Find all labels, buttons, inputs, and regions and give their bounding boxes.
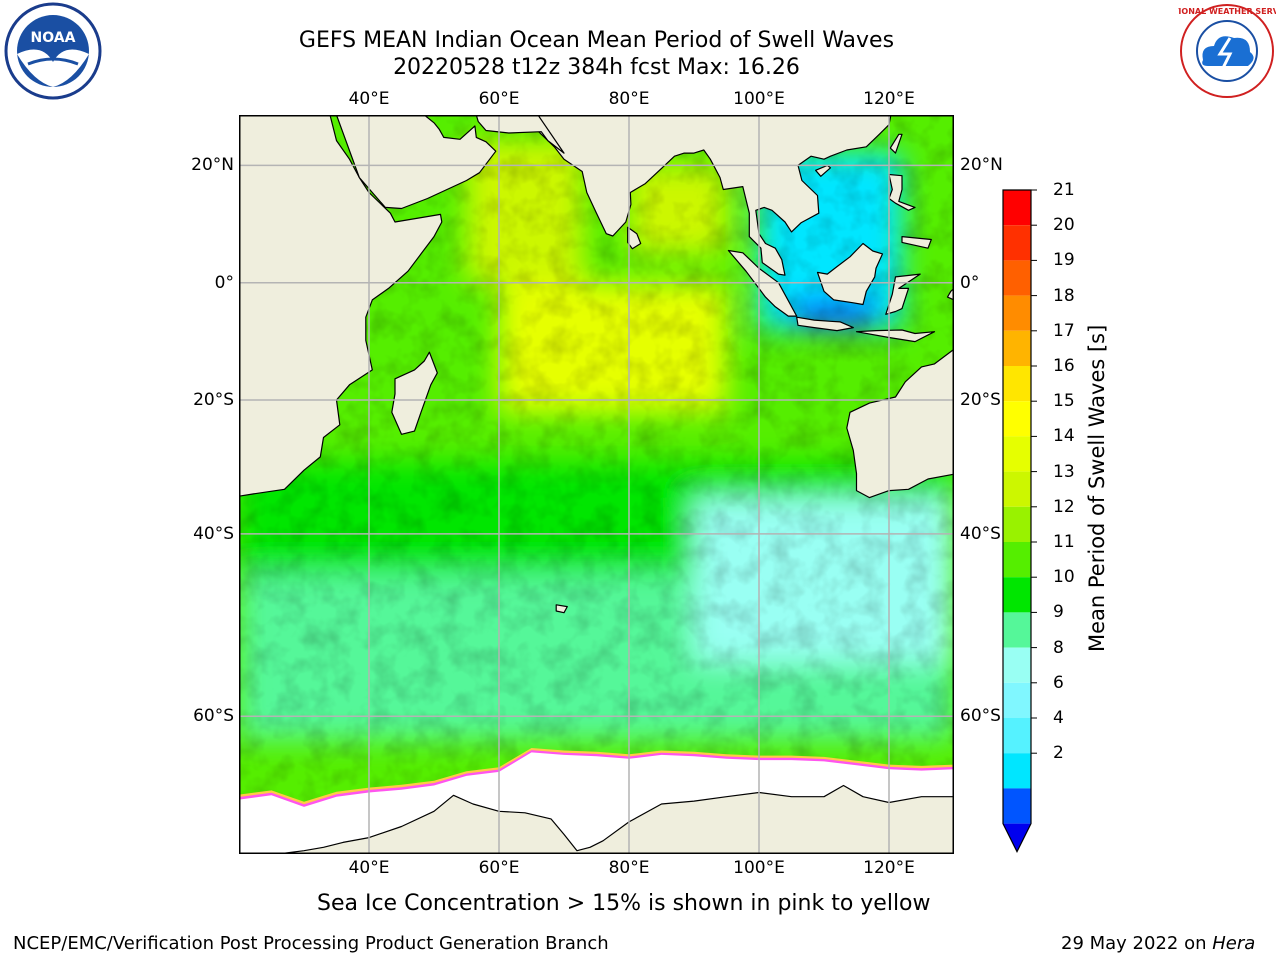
land-new-guinea-west (946, 287, 954, 301)
land-sulawesi (885, 273, 921, 315)
colorbar-tick-label: 14 (1053, 426, 1075, 447)
nws-logo-text: NATIONAL WEATHER SERVICE (1178, 7, 1276, 16)
colorbar-bin (1003, 330, 1031, 366)
colorbar-bin (1003, 612, 1031, 648)
colorbar-tick-label: 19 (1053, 250, 1075, 271)
lon-label-top: 80°E (608, 89, 650, 109)
colorbar-tick-label: 2 (1053, 743, 1064, 764)
colorbar-bin (1003, 436, 1031, 472)
lon-label-top: 100°E (733, 89, 785, 109)
map-frame (239, 115, 954, 854)
land-madagascar (391, 351, 438, 435)
footer-machine: Hera (1212, 933, 1256, 954)
land-kerguelen (555, 604, 568, 614)
colorbar-bin (1003, 260, 1031, 296)
colorbar-bin (1003, 295, 1031, 331)
colorbar-tick-label: 15 (1053, 391, 1075, 412)
lat-label-left: 20°N (191, 155, 234, 176)
colorbar-bin (1003, 542, 1031, 578)
colorbar-under-arrow (1003, 823, 1031, 852)
chart-subtitle: 20220528 t12z 384h fcst Max: 16.26 (393, 55, 800, 80)
lat-label-left: 40°S (193, 523, 234, 544)
footer-date: 29 May 2022 on Hera (1061, 933, 1255, 954)
lat-label-right: 0° (960, 272, 980, 293)
colorbar-tick-label: 11 (1053, 532, 1075, 552)
colorbar-tick-label: 8 (1053, 637, 1064, 658)
noaa-logo-text: NOAA (31, 30, 76, 46)
lon-label-top: 40°E (348, 89, 390, 109)
colorbar-tick-label: 9 (1053, 602, 1064, 623)
land-mindanao (901, 236, 932, 249)
chart-title: GEFS MEAN Indian Ocean Mean Period of Sw… (298, 28, 895, 53)
lat-label-left: 0° (214, 272, 234, 293)
lat-label-right: 20°S (960, 390, 1001, 410)
land-horn-of-africa (239, 115, 443, 497)
lon-label-top: 60°E (478, 89, 520, 109)
colorbar-tick-label: 21 (1053, 180, 1075, 200)
lat-label-right: 40°S (960, 523, 1001, 544)
lat-label-left: 60°S (193, 706, 234, 727)
colorbar-tick-label: 12 (1053, 496, 1075, 517)
colorbar-bin (1003, 788, 1031, 824)
colorbar-tick-label: 13 (1053, 461, 1075, 482)
noaa-logo: NOAA (2, 2, 104, 100)
colorbar-tick-label: 20 (1053, 215, 1075, 236)
lon-label-bottom: 100°E (733, 858, 785, 878)
colorbar-bin (1003, 577, 1031, 613)
lon-label-bottom: 80°E (608, 858, 650, 878)
map-plot (239, 115, 954, 854)
colorbar-tick-label: 16 (1053, 356, 1075, 376)
land-masses (239, 115, 954, 854)
land-arabia (335, 115, 497, 210)
colorbar-tick-label: 10 (1053, 567, 1075, 588)
lat-label-right: 20°N (960, 155, 1003, 176)
colorbar-outline (1002, 189, 1032, 853)
footer-credit: NCEP/EMC/Verification Post Processing Pr… (13, 933, 609, 954)
colorbar-bin (1003, 401, 1031, 437)
colorbar-bin (1003, 471, 1031, 507)
colorbar-tick-label: 4 (1053, 708, 1064, 728)
colorbar-bin (1003, 366, 1031, 402)
colorbar (1002, 189, 1037, 853)
land-india (511, 115, 892, 276)
colorbar-label: Mean Period of Swell Waves [s] (1085, 324, 1109, 652)
lat-label-left: 20°S (193, 390, 234, 410)
sea-ice-caption: Sea Ice Concentration > 15% is shown in … (317, 891, 931, 916)
colorbar-bin (1003, 647, 1031, 683)
colorbar-bin (1003, 753, 1031, 789)
colorbar-bin (1003, 506, 1031, 542)
land-philippines-luzon (888, 173, 916, 211)
land-hainan (815, 164, 832, 177)
colorbar-bin (1003, 682, 1031, 718)
graticule (239, 115, 954, 854)
land-taiwan (889, 133, 903, 154)
lat-label-right: 60°S (960, 706, 1001, 727)
colorbar-tick-label: 17 (1053, 320, 1075, 341)
colorbar-tick-label: 18 (1053, 285, 1075, 306)
lon-label-bottom: 120°E (863, 858, 915, 878)
footer-date-text: 29 May 2022 on (1061, 933, 1213, 954)
colorbar-bin (1003, 190, 1031, 226)
colorbar-bin (1003, 718, 1031, 754)
land-borneo (816, 242, 884, 306)
lon-label-bottom: 60°E (478, 858, 520, 878)
lon-label-bottom: 40°E (348, 858, 390, 878)
land-australia (846, 348, 954, 499)
land-sri-lanka (627, 226, 642, 250)
land-timor-flores (855, 329, 936, 343)
land-java (796, 316, 854, 332)
colorbar-bin (1003, 225, 1031, 261)
colorbar-tick-label: 6 (1053, 672, 1064, 693)
land-persia (475, 115, 565, 154)
nws-logo: NATIONAL WEATHER SERVICE (1161, 2, 1280, 100)
lon-label-top: 120°E (863, 89, 915, 109)
